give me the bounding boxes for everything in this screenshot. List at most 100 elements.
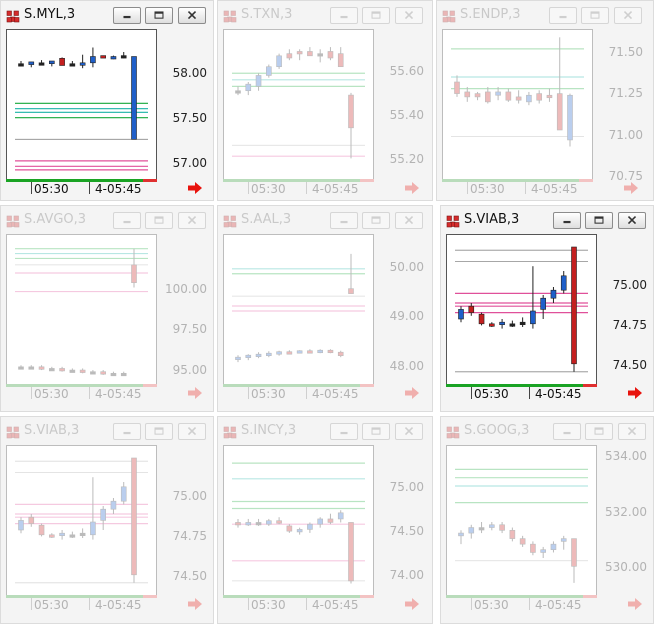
time-separator [89,182,90,194]
restore-button[interactable] [581,7,609,24]
title-bar[interactable]: S.ENDP,3 [437,1,653,28]
chart-window-mylan[interactable]: S.MYL,3 58.00 57.50 57.00 05:30 4-05:45 [0,0,214,201]
close-button[interactable] [618,212,646,229]
close-button[interactable] [614,7,642,24]
minimize-button[interactable] [553,423,581,440]
restore-icon [594,427,604,435]
time-label-end: 4-05:45 [312,598,359,612]
close-button[interactable] [178,212,206,229]
time-separator [248,598,249,610]
close-button[interactable] [395,7,423,24]
candle [560,271,567,294]
candle [286,350,293,355]
candle [131,248,137,288]
restore-button[interactable] [145,212,173,229]
candlestick-chart[interactable] [223,29,374,181]
minimize-icon [123,220,131,224]
time-scrollbar[interactable] [223,595,374,598]
restore-button[interactable] [145,423,173,440]
minimize-button[interactable] [330,423,358,440]
go-to-latest-button[interactable] [623,180,639,194]
time-scrollbar[interactable] [6,179,157,182]
close-icon [187,10,197,20]
time-separator [248,182,249,194]
candle [38,60,45,66]
time-scrollbar[interactable] [6,384,157,387]
go-to-latest-button[interactable] [627,385,643,399]
candle [468,524,475,539]
title-bar[interactable]: S.AVGO,3 [1,206,213,233]
candlestick-chart[interactable] [223,234,374,386]
y-axis-tick-label: 71.25 [608,86,643,101]
time-separator [529,387,530,399]
title-bar[interactable]: S.TXN,3 [218,1,432,28]
title-bar[interactable]: S.INCY,3 [218,417,432,444]
app-logo-icon [223,213,237,228]
go-to-latest-button[interactable] [187,180,203,194]
candle [458,306,464,323]
close-icon [627,426,637,436]
minimize-button[interactable] [330,212,358,229]
candle [296,49,303,61]
minimize-button[interactable] [113,212,141,229]
right-arrow-icon [628,387,642,399]
chart-window-incyte[interactable]: S.INCY,3 75.00 74.50 74.00 05:30 4-05:45 [217,416,433,624]
minimize-button[interactable] [113,7,141,24]
time-scrollbar[interactable] [6,595,157,598]
candlestick-chart[interactable] [6,445,157,597]
time-scrollbar[interactable] [442,179,593,182]
title-bar[interactable]: S.VIAB,3 [1,417,213,444]
restore-button[interactable] [585,212,613,229]
go-to-latest-button[interactable] [187,385,203,399]
go-to-latest-button[interactable] [404,180,420,194]
time-label-end: 4-05:45 [95,182,142,196]
candle [286,49,293,61]
restore-button[interactable] [145,7,173,24]
minimize-button[interactable] [113,423,141,440]
chart-window-viacom[interactable]: S.VIAB,3 75.00 74.75 74.50 05:30 4-05:45 [0,416,214,624]
restore-button[interactable] [362,423,390,440]
chart-window-avgo[interactable]: S.AVGO,3 100.00 97.50 95.00 05:30 4-05:45 [0,205,214,412]
chart-window-aal[interactable]: S.AAL,3 50.00 49.00 48.00 05:30 4-05:45 [217,205,433,412]
candlestick-chart[interactable] [442,29,593,181]
time-scrollbar[interactable] [446,384,597,387]
y-axis-tick-label: 95.00 [172,362,207,377]
time-scrollbar[interactable] [446,595,597,598]
close-button[interactable] [618,423,646,440]
minimize-button[interactable] [553,212,581,229]
restore-button[interactable] [362,7,390,24]
window-title: S.TXN,3 [241,7,293,22]
title-bar[interactable]: S.AAL,3 [218,206,432,233]
minimize-button[interactable] [330,7,358,24]
go-to-latest-button[interactable] [404,385,420,399]
candle [495,86,501,101]
candlestick-chart[interactable] [223,445,374,597]
y-axis-tick-label: 74.50 [389,523,424,538]
chart-window-viacom-active[interactable]: S.VIAB,3 75.00 74.75 74.50 05:30 4-05:45 [440,205,654,412]
go-to-latest-button[interactable] [187,596,203,610]
close-button[interactable] [178,423,206,440]
title-bar[interactable]: S.GOOG,3 [441,417,653,444]
chart-window-texas[interactable]: S.TXN,3 55.60 55.40 55.20 05:30 4-05:45 [217,0,433,201]
candlestick-chart[interactable] [6,29,157,181]
restore-button[interactable] [585,423,613,440]
candle [530,541,536,556]
candlestick-chart[interactable] [6,234,157,386]
candlestick-chart[interactable] [446,445,597,597]
time-scrollbar[interactable] [223,384,374,387]
go-to-latest-button[interactable] [627,596,643,610]
close-button[interactable] [395,423,423,440]
minimize-button[interactable] [549,7,577,24]
close-button[interactable] [178,7,206,24]
close-button[interactable] [395,212,423,229]
chart-window-endp[interactable]: S.ENDP,3 71.50 71.25 71.00 70.75 05:30 4-05:45 [436,0,654,201]
candle [567,93,573,147]
time-scrollbar[interactable] [223,179,374,182]
title-bar[interactable]: S.VIAB,3 [441,206,653,233]
restore-button[interactable] [362,212,390,229]
candle [255,73,262,91]
go-to-latest-button[interactable] [404,596,420,610]
candlestick-chart[interactable] [446,234,597,386]
chart-window-google[interactable]: S.GOOG,3 534.00 532.00 530.00 05:30 4-05:45 [440,416,654,624]
title-bar[interactable]: S.MYL,3 [1,1,213,28]
